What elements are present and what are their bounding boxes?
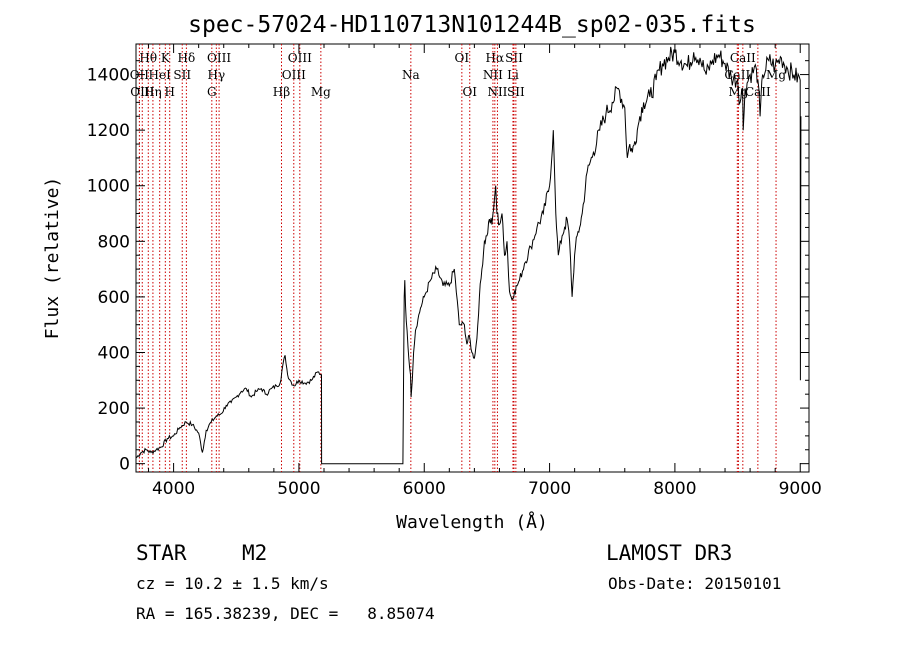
line-label-22: Li xyxy=(507,68,519,82)
line-label-4: HeI xyxy=(149,68,172,82)
line-label-29: CaII xyxy=(745,85,771,99)
y-axis-label: Flux (relative) xyxy=(42,177,63,340)
y-tick-label-6: 1200 xyxy=(87,121,130,141)
line-label-24: SII xyxy=(507,85,525,99)
line-label-18: OI xyxy=(462,85,477,99)
line-label-9: OIII xyxy=(207,51,231,65)
line-label-11: G xyxy=(207,85,217,99)
x-tick-label-4: 8000 xyxy=(653,479,696,499)
observation-date: Obs-Date: 20150101 xyxy=(608,574,782,593)
line-label-20: SII xyxy=(505,51,523,65)
line-label-16: Na xyxy=(402,68,420,82)
x-tick-label-1: 5000 xyxy=(277,479,320,499)
survey-name: LAMOST DR3 xyxy=(606,541,733,565)
redshift-value: cz = 10.2 ± 1.5 km/s xyxy=(136,574,329,593)
object-subclass: M2 xyxy=(242,541,268,565)
axis-ticks: 4000 5000 6000 7000 8000 9000 0 200 400 600 800 100… xyxy=(87,44,822,499)
line-label-6: SII xyxy=(173,68,191,82)
object-class: STAR xyxy=(136,541,187,565)
line-label-21: NII xyxy=(483,68,503,82)
x-tick-label-5: 9000 xyxy=(779,479,822,499)
x-axis-label: Wavelength (Å) xyxy=(396,511,548,533)
line-label-23: NII xyxy=(487,85,507,99)
plot-frame xyxy=(135,43,810,473)
y-tick-label-0: 0 xyxy=(119,455,130,475)
y-tick-label-5: 1000 xyxy=(87,177,130,197)
line-label-15: Mg xyxy=(311,85,331,99)
line-label-19: Hα xyxy=(486,51,505,65)
y-tick-label-7: 1400 xyxy=(87,66,130,86)
y-tick-label-1: 200 xyxy=(98,399,130,419)
line-label-17: OI xyxy=(455,51,470,65)
line-label-27: Mg xyxy=(766,68,786,82)
line-label-3: K xyxy=(161,51,171,65)
y-tick-label-3: 600 xyxy=(98,288,130,308)
x-tick-label-2: 6000 xyxy=(403,479,446,499)
line-label-8: H xyxy=(164,85,174,99)
line-label-13: OIII xyxy=(282,68,306,82)
y-tick-label-4: 800 xyxy=(98,232,130,252)
y-tick-label-2: 400 xyxy=(98,343,130,363)
chart-title: spec-57024-HD110713N101244B_sp02-035.fit… xyxy=(188,12,756,38)
x-tick-label-3: 7000 xyxy=(528,479,571,499)
line-label-7: Hδ xyxy=(178,51,196,65)
spectrum-series-flux xyxy=(135,46,802,465)
line-label-5: Hη xyxy=(144,85,162,99)
line-label-10: Hγ xyxy=(208,68,226,82)
x-tick-label-0: 4000 xyxy=(152,479,195,499)
line-label-25: CaII xyxy=(730,51,756,65)
line-label-12: OIII xyxy=(288,51,312,65)
spectrum-chart: spec-57024-HD110713N101244B_sp02-035.fit… xyxy=(42,12,822,533)
line-label-14: Hβ xyxy=(273,85,290,99)
coordinates: RA = 165.38239, DEC = 8.85074 xyxy=(136,604,435,623)
